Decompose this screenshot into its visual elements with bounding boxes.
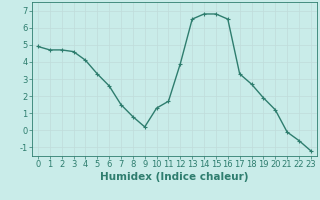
- X-axis label: Humidex (Indice chaleur): Humidex (Indice chaleur): [100, 172, 249, 182]
